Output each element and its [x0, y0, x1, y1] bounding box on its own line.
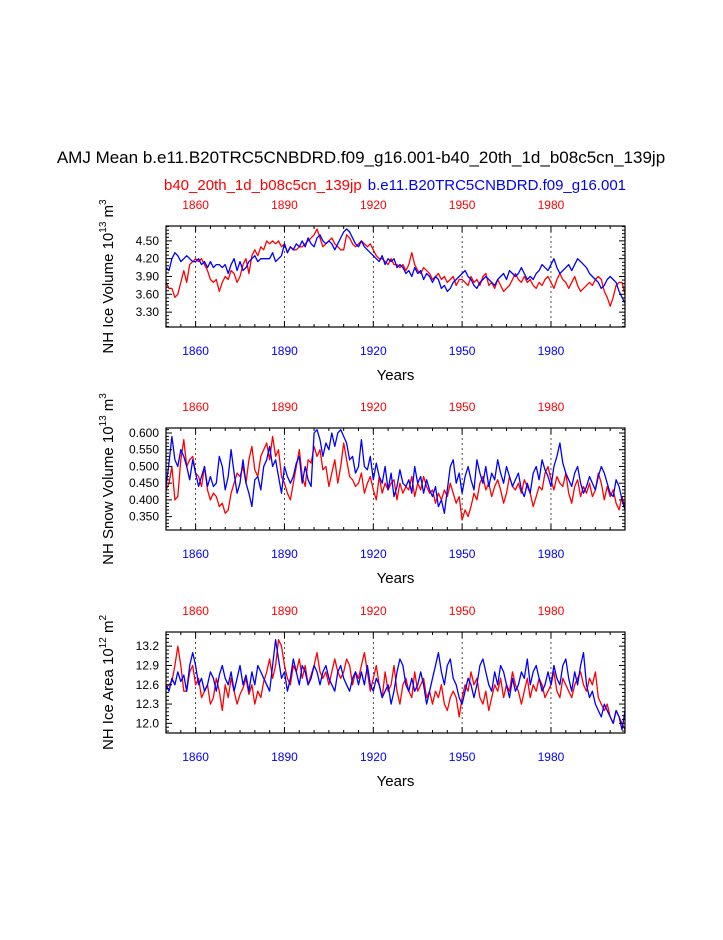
snow-volume-series-red [166, 435, 625, 521]
ice-area-xtick-label-top: 1980 [538, 604, 565, 618]
snow-volume-xtick-label-top: 1860 [182, 400, 209, 414]
ice-area-xtick-label-top: 1890 [271, 604, 298, 618]
ice-area-ytick-label: 12.6 [136, 678, 160, 692]
ice-volume-xtick-label-bottom: 1980 [538, 344, 565, 358]
ice-volume-yaxis-unit-exp: 3 [98, 199, 109, 205]
ice-area-ytick-label: 12.0 [136, 716, 160, 730]
ice-volume-xtick-label-bottom: 1860 [182, 344, 209, 358]
ice-area-ytick-label: 13.2 [136, 639, 160, 653]
ice-area-series-red [166, 639, 625, 731]
ice-area-xtick-label-bottom: 1860 [182, 750, 209, 764]
snow-volume-yaxis-unit-exp: 3 [98, 393, 109, 399]
snow-volume-xtick-label-top: 1980 [538, 400, 565, 414]
ice-area-xtick-label-top: 1860 [182, 604, 209, 618]
legend-red-label: b40_20th_1d_b08c5cn_139jp [164, 177, 362, 194]
snow-volume-xtick-label-bottom: 1920 [360, 547, 387, 561]
snow-volume-xtick-label-bottom: 1860 [182, 547, 209, 561]
ice-volume-xtick-label-top: 1980 [538, 198, 565, 212]
snow-volume-ytick-label: 0.350 [129, 510, 159, 524]
ice-volume-yaxis-text: NH Ice Volume 10 [100, 233, 117, 354]
ice-area-frame [165, 631, 626, 734]
ice-area-ytick-label: 12.3 [136, 697, 160, 711]
snow-volume-panel: 1860 1860 1890 1890 1920 1920 1950 1950 1980 1980… [98, 393, 626, 587]
snow-volume-yaxis-text: NH Snow Volume 10 [100, 426, 117, 564]
snow-volume-xtick-label-bottom: 1980 [538, 547, 565, 561]
ice-volume-ytick-label: 3.30 [136, 305, 160, 319]
snow-volume-ytick-label: 0.550 [129, 443, 159, 457]
ice-volume-yaxis-exp: 13 [98, 221, 109, 233]
ice-area-xtick-label-bottom: 1920 [360, 750, 387, 764]
snow-volume-xtick-label-bottom: 1950 [449, 547, 476, 561]
snow-volume-yaxis-unit: m [100, 399, 117, 416]
snow-volume-xtick-label-bottom: 1890 [271, 547, 298, 561]
ice-volume-series-red [166, 228, 625, 307]
snow-volume-xaxis-title: Years [377, 570, 415, 587]
ice-volume-xtick-label-top: 1890 [271, 198, 298, 212]
ice-volume-yaxis-unit: m [100, 205, 117, 222]
ice-area-panel: 1860 1860 1890 1890 1920 1920 1950 1950 1980 1980… [98, 604, 626, 790]
ice-volume-xtick-label-bottom: 1950 [449, 344, 476, 358]
snow-volume-ytick-label: 0.500 [129, 459, 159, 473]
snow-volume-ytick-label: 0.400 [129, 493, 159, 507]
ice-area-yaxis-unit-exp: 2 [98, 615, 109, 621]
ice-volume-ytick-label: 3.90 [136, 270, 160, 284]
ice-area-xaxis-title: Years [377, 773, 415, 790]
ice-volume-yaxis-title: NH Ice Volume 1013 m3 [98, 199, 117, 354]
ice-area-xtick-label-bottom: 1950 [449, 750, 476, 764]
snow-volume-ytick-label: 0.600 [129, 426, 159, 440]
ice-area-xtick-label-bottom: 1890 [271, 750, 298, 764]
ice-volume-xtick-label-bottom: 1920 [360, 344, 387, 358]
ice-volume-ytick-label: 4.20 [136, 252, 160, 266]
snow-volume-xtick-label-top: 1920 [360, 400, 387, 414]
ice-area-xtick-label-top: 1920 [360, 604, 387, 618]
ice-volume-xtick-label-top: 1950 [449, 198, 476, 212]
ice-area-ytick-label: 12.9 [136, 658, 160, 672]
ice-area-yaxis-text: NH Ice Area 10 [100, 648, 117, 750]
ice-volume-xtick-label-top: 1920 [360, 198, 387, 212]
ice-volume-ytick-label: 4.50 [136, 234, 160, 248]
ice-volume-ytick-label: 3.60 [136, 287, 160, 301]
figure-title: AMJ Mean b.e11.B20TRC5CNBDRD.f09_g16.001… [57, 148, 665, 167]
ice-area-yaxis-unit: m [100, 621, 117, 638]
ice-volume-panel: 1860 1860 1890 1890 1920 1920 1950 1950 1980 1980… [98, 198, 626, 384]
snow-volume-yaxis-title: NH Snow Volume 1013 m3 [98, 393, 117, 565]
ice-volume-series-blue [166, 228, 625, 305]
ice-area-xtick-label-top: 1950 [449, 604, 476, 618]
ice-volume-xtick-label-top: 1860 [182, 198, 209, 212]
snow-volume-series-blue [166, 429, 625, 514]
snow-volume-frame [165, 427, 626, 531]
ice-area-xtick-label-bottom: 1980 [538, 750, 565, 764]
ice-area-yaxis-exp: 12 [98, 637, 109, 649]
snow-volume-xtick-label-top: 1890 [271, 400, 298, 414]
snow-volume-xtick-label-top: 1950 [449, 400, 476, 414]
ice-area-yaxis-title: NH Ice Area 1012 m2 [98, 615, 117, 751]
ice-area-series-blue [166, 639, 625, 731]
ice-volume-xaxis-title: Years [377, 367, 415, 384]
ice-volume-xtick-label-bottom: 1890 [271, 344, 298, 358]
legend-blue-label: b.e11.B20TRC5CNBDRD.f09_g16.001 [368, 177, 626, 194]
snow-volume-yaxis-exp: 13 [98, 415, 109, 427]
snow-volume-ytick-label: 0.450 [129, 476, 159, 490]
